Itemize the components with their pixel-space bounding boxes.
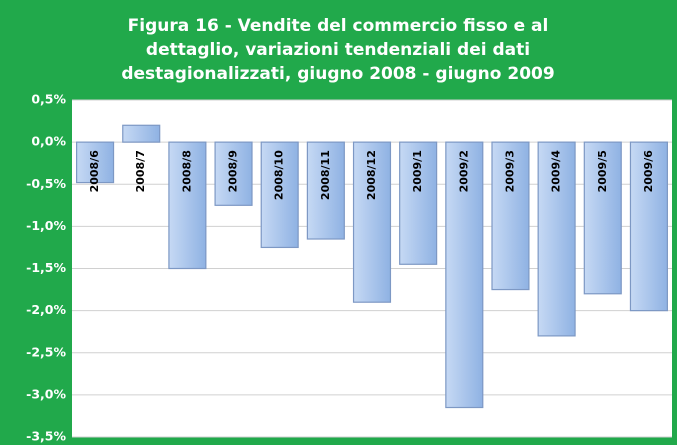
bar [168, 141, 207, 270]
x-tick-label: 2008/10 [273, 150, 286, 200]
x-tick-label: 2009/6 [642, 150, 655, 193]
y-tick-label: 0,5% [31, 92, 66, 107]
bar [537, 141, 576, 337]
y-tick-label: -2,5% [26, 344, 66, 359]
bar [583, 141, 622, 295]
x-tick-label: 2009/1 [411, 150, 424, 192]
x-tick-label: 2008/12 [365, 150, 378, 200]
bar [629, 141, 668, 312]
x-tick-label: 2008/11 [319, 150, 332, 200]
x-tick-label: 2009/2 [457, 150, 470, 192]
x-tick-label: 2009/5 [596, 150, 609, 192]
x-tick-label: 2009/3 [503, 150, 516, 192]
y-tick-label: -3,0% [26, 386, 66, 401]
y-tick-label: -2,0% [26, 302, 66, 317]
x-tick-label: 2009/4 [550, 150, 563, 193]
bar [260, 141, 299, 249]
y-tick-label: -0,5% [26, 176, 66, 191]
y-tick-label: 0,0% [31, 134, 66, 149]
bar [306, 141, 345, 240]
chart-title: dettaglio, variazioni tendenziali dei da… [146, 40, 530, 60]
y-tick-label: -3,5% [26, 429, 66, 444]
bar [445, 141, 484, 409]
x-tick-label: 2008/8 [180, 150, 193, 192]
bar [352, 141, 392, 303]
bar [214, 141, 253, 206]
x-tick-label: 2008/9 [227, 150, 240, 192]
bar [122, 124, 161, 143]
chart-title: Figura 16 - Vendite del commercio fisso … [128, 16, 549, 36]
bar [399, 141, 438, 265]
chart-title: destagionalizzati, giugno 2008 - giugno … [121, 64, 554, 84]
bar [491, 141, 530, 291]
x-tick-label: 2008/6 [88, 150, 101, 193]
bar [76, 141, 115, 184]
y-tick-label: -1,5% [26, 260, 66, 275]
x-tick-label: 2008/7 [134, 150, 147, 192]
y-tick-label: -1,0% [26, 218, 66, 233]
